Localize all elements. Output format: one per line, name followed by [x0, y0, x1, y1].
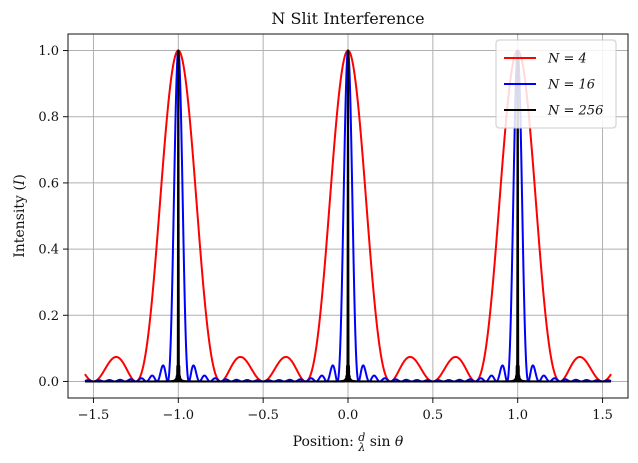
legend-label: N = 256: [547, 104, 603, 119]
chart-title: N Slit Interference: [271, 9, 424, 28]
legend-label: N = 16: [547, 78, 595, 93]
x-tick-label: 0.0: [338, 408, 359, 423]
x-tick-label: 0.5: [423, 408, 444, 423]
y-tick-label: 0.4: [38, 243, 59, 258]
y-axis-title: Intensity (I): [12, 174, 28, 258]
y-tick-label: 1.0: [38, 44, 59, 59]
series-line: [84, 49, 612, 383]
y-tick-label: 0.0: [38, 375, 59, 390]
y-axis: 0.0 0.2 0.4 0.6 0.8 1.0: [38, 44, 68, 390]
x-tick-label: 1.5: [592, 408, 613, 423]
x-tick-label: −1.0: [163, 408, 195, 423]
legend: N = 4 N = 16 N = 256: [495, 39, 617, 129]
y-tick-label: 0.6: [38, 176, 59, 191]
legend-box: [495, 39, 617, 129]
legend-label: N = 4: [547, 52, 587, 67]
x-axis: −1.5 −1.0 −0.5 0.0 0.5 1.0 1.5: [78, 398, 613, 423]
x-tick-label: 1.0: [507, 408, 528, 423]
y-tick-label: 0.2: [38, 309, 59, 324]
y-tick-label: 0.8: [38, 110, 59, 125]
x-tick-label: −1.5: [78, 408, 110, 423]
x-tick-label: −0.5: [247, 408, 279, 423]
